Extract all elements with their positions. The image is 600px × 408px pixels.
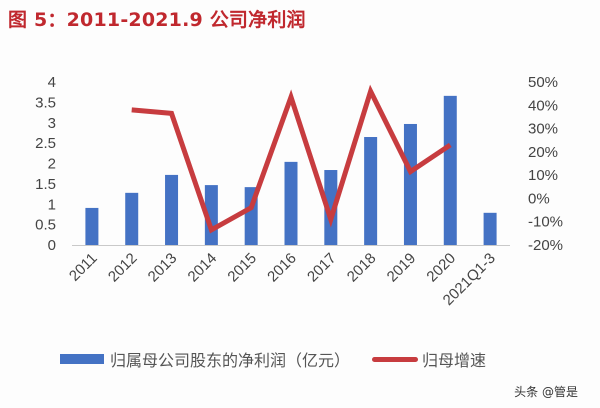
- x-axis-tick: 2011: [66, 250, 101, 285]
- left-axis-tick: 1: [48, 196, 56, 213]
- chart-legend: 归属母公司股东的净利润（亿元） 归母增速: [60, 347, 486, 371]
- x-axis-tick: 2017: [304, 250, 340, 286]
- x-axis-tick: 2015: [224, 250, 260, 286]
- chart-plot-area: 0 0.5 1 1.5 2 2.5 3 3.5 4 -20% -10% 0% 10% 20% 30% 40% 5…: [35, 74, 563, 309]
- growth-line: [131, 84, 452, 234]
- bar-2018: [364, 137, 378, 245]
- legend-line-swatch: [372, 356, 419, 362]
- left-axis-tick: 2: [48, 156, 56, 173]
- right-axis-tick: 30%: [528, 121, 558, 138]
- right-axis-tick: 20%: [528, 144, 558, 161]
- x-axis-tick: 2019: [384, 250, 420, 286]
- x-axis-tick: 2012: [105, 250, 141, 286]
- left-axis-tick: 3: [48, 115, 56, 132]
- x-axis-tick: 2013: [145, 250, 181, 286]
- left-axis-tick: 2.5: [35, 135, 56, 152]
- bar-2017: [324, 170, 338, 245]
- x-axis-tick: 2018: [344, 250, 380, 286]
- bar-2020: [443, 95, 457, 245]
- legend-bar-swatch: [60, 354, 104, 364]
- right-axis-tick: -20%: [528, 237, 563, 254]
- right-axis-tick: 50%: [528, 74, 558, 91]
- left-axis-tick: 1.5: [35, 176, 56, 193]
- right-axis-tick: 0%: [528, 190, 550, 207]
- left-axis-tick: 3.5: [35, 94, 56, 111]
- chart-title: 图 5：2011-2021.9 公司净利润: [8, 9, 306, 31]
- x-axis-tick: 2014: [185, 250, 221, 286]
- left-axis-tick: 4: [48, 74, 56, 91]
- x-axis-tick: 2020: [423, 250, 459, 286]
- bar-2012: [125, 192, 139, 245]
- legend-bar-label: 归属母公司股东的净利润（亿元）: [110, 351, 351, 370]
- bar-2011: [85, 207, 99, 245]
- right-axis-tick: -10%: [528, 214, 563, 231]
- x-axis-tick: 2016: [264, 250, 300, 286]
- bar-2019: [403, 123, 417, 245]
- bar-2021Q1-3: [483, 212, 497, 245]
- watermark: 头条 @管是: [514, 385, 578, 399]
- bar-2013: [165, 174, 179, 245]
- left-axis-tick: 0: [48, 237, 56, 254]
- legend-line-label: 归母增速: [422, 351, 487, 370]
- left-axis-tick: 0.5: [35, 217, 56, 234]
- right-axis-tick: 40%: [528, 97, 558, 114]
- right-axis-tick: 10%: [528, 167, 558, 184]
- bar-2016: [284, 161, 298, 245]
